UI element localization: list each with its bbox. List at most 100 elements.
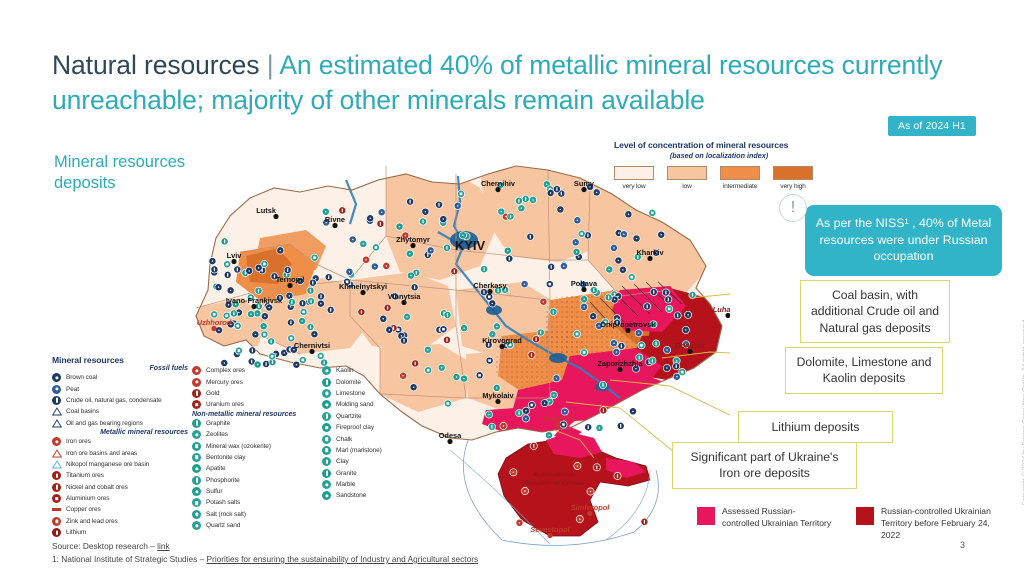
- mineral-legend-item: Graphite: [192, 418, 322, 429]
- deposit-marker: [265, 303, 274, 312]
- crimea-label-line1: Autonomous: [533, 471, 575, 478]
- deposit-marker: [260, 330, 269, 339]
- deposit-marker: [521, 414, 530, 423]
- deposit-marker: [506, 340, 515, 349]
- deposit-marker: [383, 303, 392, 312]
- city-dot: [555, 421, 561, 428]
- deposit-marker: [640, 517, 649, 526]
- legend-symbol-circle-dot: [192, 430, 201, 440]
- deposit-marker: [599, 406, 608, 415]
- deposit-marker: [226, 286, 235, 295]
- mineral-legend-item: Granite: [322, 468, 432, 479]
- deposit-marker: [589, 286, 598, 295]
- mineral-legend-label: Peat: [66, 385, 79, 393]
- deposit-marker: [609, 339, 618, 348]
- concentration-swatch: [720, 166, 760, 180]
- deposit-marker: [497, 207, 506, 216]
- city-dot: [617, 366, 623, 373]
- mineral-resources-legend: Mineral resources Fossil fuels Brown coal…: [52, 355, 442, 538]
- deposit-marker: [308, 278, 317, 287]
- crimea-region: [497, 432, 651, 537]
- deposit-marker: [577, 229, 586, 238]
- mineral-legend-label: Marl (marlstone): [336, 446, 382, 454]
- city-label-kyiv: KYIV: [455, 238, 486, 253]
- deposit-marker: [572, 247, 581, 256]
- deposit-marker: [231, 300, 240, 309]
- deposit-marker: [526, 232, 535, 241]
- mineral-legend-label: Uranium ores: [206, 401, 244, 409]
- deposit-marker: [245, 266, 254, 275]
- city-label-vinnytsia: Vinnytsia: [388, 292, 422, 301]
- mineral-legend-label: Complex ores: [206, 367, 245, 375]
- deposit-marker: [299, 307, 308, 316]
- legend-symbol-circle-dot: [192, 464, 201, 474]
- deposit-marker: [672, 372, 681, 381]
- deposit-marker: [663, 345, 672, 354]
- mineral-legend-item: Nickel and cobalt ores: [52, 482, 192, 493]
- callout-coal-basin: Coal basin, with additional Crude oil an…: [800, 280, 950, 344]
- mineral-legend-item: Brown coal: [52, 372, 192, 383]
- exclamation-icon: !: [779, 194, 807, 222]
- mineral-legend-label: Bentonite clay: [206, 453, 246, 461]
- ukraine-mineral-map: Lutsk Rivne Lviv Ternopil Ivano-Frankivsk Uzh…: [150, 140, 730, 550]
- concentration-swatch: [614, 166, 654, 180]
- title-divider: |: [266, 50, 274, 80]
- deposit-marker: [379, 314, 388, 323]
- deposit-marker: [684, 310, 693, 319]
- deposit-marker: [657, 230, 666, 239]
- concentration-item-2: intermediate: [720, 166, 760, 190]
- legend-symbol-circle-bar: [192, 418, 201, 428]
- deposit-marker: [223, 270, 232, 279]
- deposit-marker: [549, 307, 558, 316]
- deposit-marker: [370, 262, 379, 271]
- deposit-marker: [648, 356, 657, 365]
- city-label-sumy: Sumy: [574, 179, 595, 188]
- deposit-marker: [571, 238, 580, 247]
- concentration-legend: Level of concentration of mineral resour…: [614, 140, 824, 190]
- deposit-marker: [287, 334, 296, 343]
- legend-symbol-rect: [52, 505, 61, 514]
- mineral-legend-label: Gold: [206, 389, 220, 397]
- deposit-marker: [322, 218, 331, 227]
- deposit-marker: [545, 280, 554, 289]
- deposit-marker: [586, 487, 595, 496]
- deposit-marker: [521, 194, 530, 203]
- deposit-marker: [573, 462, 582, 470]
- deposit-marker: [688, 291, 697, 299]
- mineral-legend-label: Fireproof clay: [336, 424, 374, 432]
- city-dot: [410, 242, 416, 249]
- legend-symbol-circle-sq: [192, 498, 201, 508]
- deposit-marker: [424, 366, 433, 375]
- deposit-marker: [283, 266, 292, 275]
- legend-symbol-circle-dot: [52, 437, 61, 447]
- oblast-borders: [195, 166, 671, 399]
- deposit-marker: [580, 302, 589, 311]
- mineral-legend-item: Oil and gas bearing regions: [52, 418, 192, 429]
- territory-legend: Assessed Russian-controlled Ukrainian Te…: [697, 506, 999, 542]
- legend-symbol-circle-dot: [322, 480, 331, 490]
- city-label-uzhhorod: Uzhhorod: [197, 318, 232, 327]
- deposit-marker: [506, 212, 515, 221]
- deposit-marker: [442, 243, 451, 252]
- legend-symbol-circle-dot: [322, 388, 331, 398]
- legend-symbol-circle-sq: [192, 400, 201, 410]
- deposit-marker: [268, 352, 277, 361]
- mineral-legend-item: Kaolin: [322, 365, 432, 376]
- mineral-legend-item: Clay: [322, 456, 432, 467]
- deposit-marker: [423, 345, 432, 354]
- deposit-marker: [515, 409, 524, 418]
- deposit-marker: [501, 285, 510, 294]
- niss-link[interactable]: Priorities for ensuring the sustainabili…: [206, 553, 479, 564]
- deposit-marker: [547, 262, 556, 271]
- city-dot: [647, 255, 653, 262]
- mineral-legend-item: Aluminium ores: [52, 493, 192, 504]
- city-dot: [547, 532, 553, 539]
- concentration-legend-subheading: (based on localization index): [669, 151, 769, 160]
- source-label: Source: Desktop research –: [52, 541, 158, 551]
- mineral-legend-item: Salt (rock salt): [192, 509, 322, 520]
- source-link[interactable]: link: [157, 541, 170, 551]
- deposit-marker: [220, 359, 229, 367]
- deposit-marker: [453, 201, 462, 210]
- deposit-marker: [539, 297, 548, 306]
- mineral-legend-label: Sandstone: [336, 492, 367, 500]
